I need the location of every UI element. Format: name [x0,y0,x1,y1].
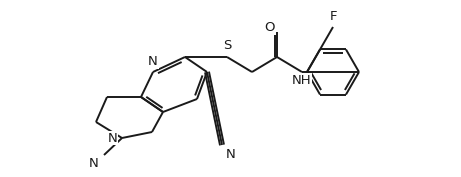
Text: O: O [265,21,275,34]
Text: S: S [223,39,231,52]
Text: N: N [88,157,98,170]
Text: N: N [148,55,158,68]
Text: N: N [226,148,236,161]
Text: NH: NH [292,74,312,87]
Text: N: N [107,132,117,144]
Text: F: F [329,10,337,23]
